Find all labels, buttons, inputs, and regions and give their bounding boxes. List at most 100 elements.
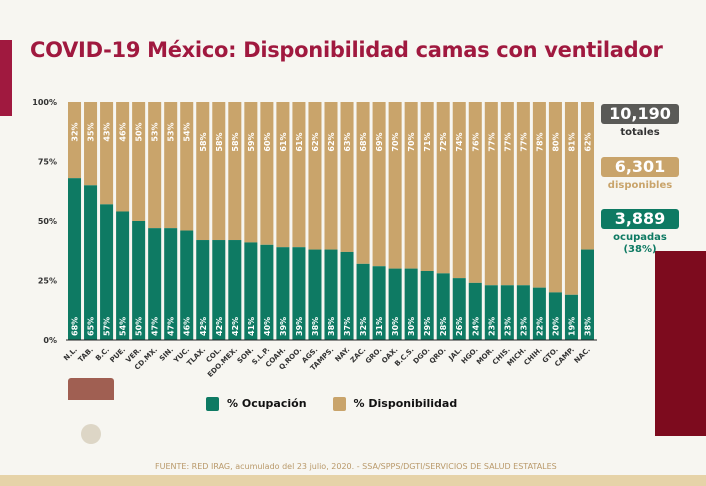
stat-occupied: 3,889 ocupadas (38%) bbox=[601, 209, 679, 256]
bar-availability bbox=[388, 102, 402, 269]
data-label-occupation: 65% bbox=[87, 317, 96, 336]
source-note: FUENTE: RED IRAG, acumulado del 23 julio… bbox=[155, 462, 557, 471]
bar-occupation bbox=[180, 230, 194, 340]
y-tick-label: 0% bbox=[43, 336, 57, 345]
bar-availability bbox=[516, 102, 530, 286]
bar-availability bbox=[404, 102, 418, 269]
bar-availability bbox=[468, 102, 482, 283]
data-label-occupation: 20% bbox=[551, 317, 560, 336]
bar-occupation bbox=[244, 242, 258, 340]
bar-availability bbox=[500, 102, 514, 286]
data-label-occupation: 30% bbox=[407, 317, 416, 336]
data-label-availability: 69% bbox=[375, 132, 384, 151]
bar-occupation bbox=[308, 249, 322, 340]
data-label-availability: 74% bbox=[455, 132, 464, 151]
bar-availability bbox=[324, 102, 338, 250]
data-label-occupation: 28% bbox=[439, 317, 448, 336]
data-label-availability: 77% bbox=[519, 132, 528, 151]
data-label-availability: 81% bbox=[567, 132, 576, 151]
stat-total: 10,190 totales bbox=[601, 104, 679, 139]
data-label-occupation: 68% bbox=[71, 317, 80, 336]
bar-occupation bbox=[436, 273, 450, 340]
bar-occupation bbox=[276, 247, 290, 340]
data-label-availability: 32% bbox=[71, 122, 80, 141]
bar-occupation bbox=[196, 240, 210, 340]
x-tick-label: CHIH. bbox=[523, 346, 544, 367]
bar-availability bbox=[132, 102, 146, 221]
legend-occupation: % Ocupación bbox=[206, 397, 307, 411]
bar-availability bbox=[196, 102, 210, 241]
bar-occupation bbox=[484, 285, 498, 340]
accent-bar-left bbox=[0, 40, 12, 116]
x-tick-label: TAB. bbox=[77, 346, 95, 364]
data-label-occupation: 22% bbox=[535, 317, 544, 336]
bar-occupation bbox=[580, 249, 594, 340]
bar-occupation bbox=[116, 211, 130, 340]
data-label-availability: 43% bbox=[103, 122, 112, 141]
legend-label-availability: % Disponibilidad bbox=[353, 397, 458, 410]
x-tick-label: NAC. bbox=[573, 346, 592, 365]
data-label-availability: 60% bbox=[263, 132, 272, 151]
stat-available-label: disponibles bbox=[607, 180, 673, 191]
data-label-availability: 72% bbox=[439, 132, 448, 151]
data-label-occupation: 39% bbox=[279, 317, 288, 336]
x-tick-label: N.L. bbox=[62, 346, 79, 363]
data-label-availability: 62% bbox=[311, 132, 320, 151]
data-label-availability: 53% bbox=[151, 122, 160, 141]
data-label-occupation: 46% bbox=[183, 317, 192, 336]
data-label-occupation: 42% bbox=[231, 317, 240, 336]
data-label-occupation: 42% bbox=[215, 317, 224, 336]
bar-occupation bbox=[420, 270, 434, 340]
bar-occupation bbox=[164, 228, 178, 340]
data-label-occupation: 37% bbox=[343, 317, 352, 336]
data-label-occupation: 57% bbox=[103, 317, 112, 336]
accent-block-right bbox=[655, 251, 706, 436]
bar-occupation bbox=[260, 244, 274, 340]
bar-availability bbox=[420, 102, 434, 271]
bar-availability bbox=[228, 102, 242, 241]
legend-label-occupation: % Ocupación bbox=[227, 397, 307, 410]
data-label-occupation: 31% bbox=[375, 317, 384, 336]
secretaria-salud-logo bbox=[68, 378, 114, 400]
bar-occupation bbox=[516, 285, 530, 340]
bar-occupation bbox=[324, 249, 338, 340]
data-label-occupation: 19% bbox=[567, 317, 576, 336]
data-label-occupation: 26% bbox=[455, 317, 464, 336]
data-label-occupation: 54% bbox=[119, 317, 128, 336]
stat-available: 6,301 disponibles bbox=[601, 157, 679, 192]
page-title: COVID-19 México: Disponibilidad camas co… bbox=[30, 38, 663, 62]
data-label-occupation: 50% bbox=[135, 317, 144, 336]
bar-occupation bbox=[228, 240, 242, 340]
bar-availability bbox=[484, 102, 498, 286]
bar-availability bbox=[180, 102, 194, 231]
stat-occupied-label: ocupadas bbox=[613, 232, 667, 243]
bar-occupation bbox=[148, 228, 162, 340]
bar-availability bbox=[372, 102, 386, 267]
data-label-availability: 46% bbox=[119, 122, 128, 141]
bar-availability bbox=[436, 102, 450, 274]
data-label-availability: 58% bbox=[215, 132, 224, 151]
data-label-occupation: 42% bbox=[199, 317, 208, 336]
bar-occupation bbox=[340, 251, 354, 340]
bar-occupation bbox=[292, 247, 306, 340]
bar-occupation bbox=[388, 268, 402, 340]
bar-availability bbox=[356, 102, 370, 264]
data-label-occupation: 47% bbox=[167, 317, 176, 336]
bar-availability bbox=[164, 102, 178, 229]
data-label-availability: 58% bbox=[231, 132, 240, 151]
data-label-availability: 62% bbox=[327, 132, 336, 151]
bar-availability bbox=[244, 102, 258, 243]
data-label-availability: 76% bbox=[471, 132, 480, 151]
data-label-availability: 77% bbox=[487, 132, 496, 151]
stat-occupied-value: 3,889 bbox=[601, 209, 679, 229]
stat-total-value: 10,190 bbox=[601, 104, 679, 124]
x-tick-label: PUE. bbox=[108, 346, 127, 365]
x-tick-label: DGO. bbox=[412, 346, 432, 366]
data-label-occupation: 41% bbox=[247, 317, 256, 336]
bar-occupation bbox=[100, 204, 114, 340]
data-label-availability: 70% bbox=[391, 132, 400, 151]
bar-availability bbox=[452, 102, 466, 279]
data-label-occupation: 30% bbox=[391, 317, 400, 336]
data-label-availability: 53% bbox=[167, 122, 176, 141]
data-label-occupation: 29% bbox=[423, 317, 432, 336]
